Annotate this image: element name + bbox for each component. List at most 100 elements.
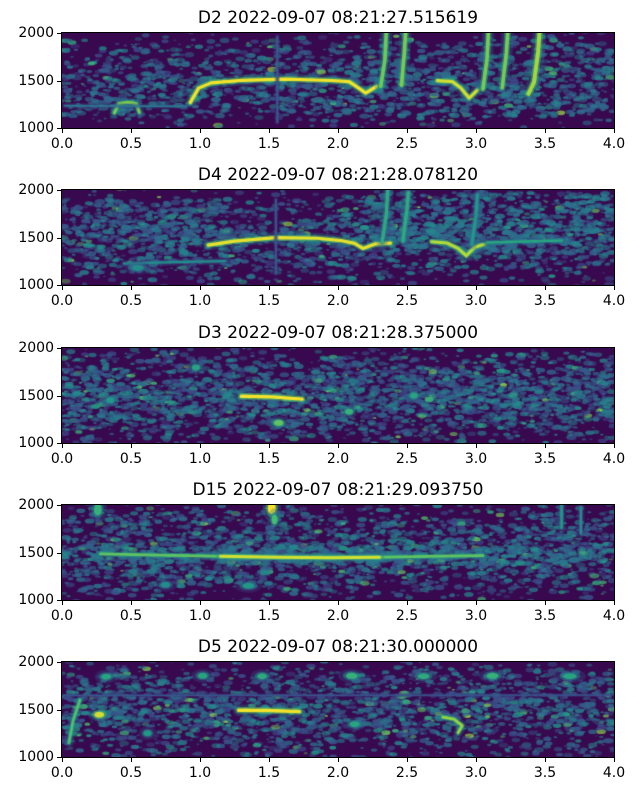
x-tick-mark	[338, 601, 339, 605]
spectrogram-canvas	[62, 190, 614, 285]
x-tick-mark	[614, 601, 615, 605]
x-tick-label: 0.5	[119, 451, 143, 467]
y-tick-mark	[57, 396, 62, 397]
x-tick-mark	[200, 286, 201, 290]
y-tick-mark	[57, 348, 62, 349]
x-tick-label: 3.5	[533, 451, 557, 467]
x-tick-mark	[476, 129, 477, 133]
y-tick-mark	[57, 190, 62, 191]
x-tick-label: 1.5	[257, 765, 281, 781]
x-tick-label: 3.5	[533, 293, 557, 309]
x-tick-mark	[131, 601, 132, 605]
spectrogram-canvas	[62, 33, 614, 128]
x-tick-label: 2.0	[326, 451, 350, 467]
x-tick-mark	[131, 129, 132, 133]
x-tick-mark	[476, 758, 477, 762]
x-tick-mark	[200, 758, 201, 762]
x-tick-mark	[545, 129, 546, 133]
y-tick-label: 1500	[18, 701, 54, 718]
plot-area	[61, 32, 615, 129]
x-tick-mark	[338, 286, 339, 290]
x-tick-label: 2.0	[326, 136, 350, 152]
x-tick-mark	[476, 286, 477, 290]
x-tick-label: 2.0	[326, 293, 350, 309]
plot-area	[61, 661, 615, 758]
y-tick-label: 1500	[18, 387, 54, 404]
subplot-d4: D4 2022-09-07 08:21:28.078120 2000 1500 10…	[0, 162, 640, 319]
y-tick-mark	[57, 238, 62, 239]
y-tick-mark	[57, 600, 62, 601]
x-tick-label: 1.5	[257, 293, 281, 309]
x-tick-mark	[338, 444, 339, 448]
x-tick-mark	[476, 601, 477, 605]
x-tick-label: 2.5	[395, 293, 419, 309]
subplot-d15: D15 2022-09-07 08:21:29.093750 2000 1500 1…	[0, 477, 640, 634]
x-tick-mark	[614, 286, 615, 290]
x-tick-mark	[131, 444, 132, 448]
plot-area	[61, 347, 615, 444]
y-tick-mark	[57, 710, 62, 711]
x-tick-mark	[269, 601, 270, 605]
y-tick-mark	[57, 505, 62, 506]
x-tick-mark	[545, 286, 546, 290]
x-tick-mark	[62, 129, 63, 133]
y-tick-mark	[57, 757, 62, 758]
x-tick-mark	[545, 444, 546, 448]
x-tick-mark	[200, 601, 201, 605]
y-tick-mark	[57, 662, 62, 663]
x-tick-mark	[200, 444, 201, 448]
x-tick-label: 0.0	[50, 608, 74, 624]
x-tick-label: 0.0	[50, 451, 74, 467]
x-tick-mark	[338, 129, 339, 133]
spectrogram-canvas	[62, 348, 614, 443]
x-tick-label: 4.0	[602, 608, 626, 624]
x-tick-label: 1.5	[257, 451, 281, 467]
y-tick-label: 1000	[18, 120, 54, 136]
y-tick-label: 1500	[18, 229, 54, 246]
y-tick-mark	[57, 285, 62, 286]
x-tick-label: 0.5	[119, 765, 143, 781]
x-tick-label: 1.5	[257, 136, 281, 152]
y-tick-label: 2000	[18, 654, 54, 670]
plot-area	[61, 504, 615, 601]
x-tick-label: 2.0	[326, 608, 350, 624]
x-tick-label: 4.0	[602, 451, 626, 467]
x-tick-label: 0.0	[50, 765, 74, 781]
x-tick-mark	[62, 601, 63, 605]
spectrogram-canvas	[62, 662, 614, 757]
x-tick-mark	[614, 129, 615, 133]
subplot-d2: D2 2022-09-07 08:21:27.515619 2000 1500 10…	[0, 5, 640, 162]
y-tick-label: 1000	[18, 592, 54, 608]
x-tick-mark	[269, 758, 270, 762]
x-tick-label: 0.0	[50, 293, 74, 309]
x-tick-mark	[545, 758, 546, 762]
x-tick-label: 2.5	[395, 136, 419, 152]
y-tick-label: 2000	[18, 340, 54, 356]
x-tick-label: 1.0	[188, 293, 212, 309]
x-tick-label: 3.5	[533, 136, 557, 152]
x-tick-label: 0.5	[119, 608, 143, 624]
x-tick-mark	[545, 601, 546, 605]
y-tick-mark	[57, 81, 62, 82]
x-tick-mark	[62, 444, 63, 448]
x-tick-label: 1.5	[257, 608, 281, 624]
x-tick-mark	[269, 444, 270, 448]
x-tick-mark	[269, 129, 270, 133]
x-tick-mark	[407, 129, 408, 133]
y-tick-mark	[57, 443, 62, 444]
x-tick-label: 3.0	[464, 765, 488, 781]
x-tick-label: 3.0	[464, 136, 488, 152]
x-tick-mark	[62, 286, 63, 290]
spectrogram-canvas	[62, 505, 614, 600]
y-tick-mark	[57, 33, 62, 34]
x-tick-label: 0.5	[119, 293, 143, 309]
x-tick-mark	[614, 758, 615, 762]
plot-title: D15 2022-09-07 08:21:29.093750	[192, 480, 484, 500]
x-tick-mark	[131, 286, 132, 290]
y-tick-label: 1000	[18, 435, 54, 451]
y-tick-label: 1500	[18, 544, 54, 561]
x-tick-label: 3.5	[533, 765, 557, 781]
x-tick-label: 2.5	[395, 765, 419, 781]
subplot-d5: D5 2022-09-07 08:21:30.000000 2000 1500 10…	[0, 634, 640, 791]
x-tick-mark	[200, 129, 201, 133]
